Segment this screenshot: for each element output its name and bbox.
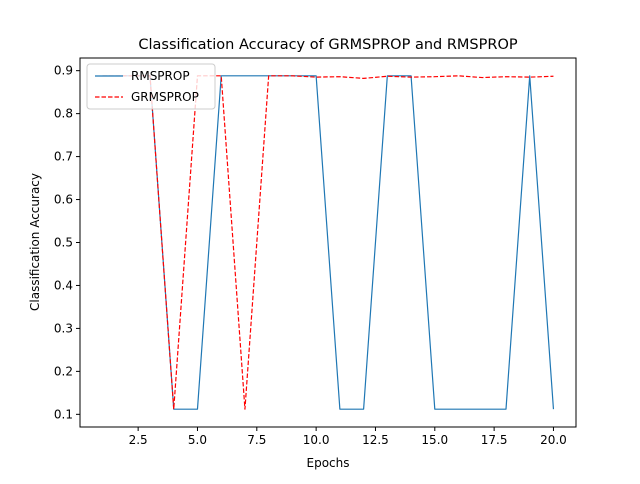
chart-title: Classification Accuracy of GRMSPROP and … [138,37,517,53]
x-tick-label: 15.0 [421,433,448,447]
x-tick-label: 12.5 [362,433,389,447]
y-tick-label: 0.1 [54,407,73,421]
x-tick-label: 5.0 [188,433,207,447]
y-tick-label: 0.3 [54,321,73,335]
y-axis-label: Classification Accuracy [28,173,42,311]
legend-label-grmsprop: GRMSPROP [131,90,199,104]
y-tick-label: 0.2 [54,364,73,378]
y-tick-label: 0.5 [54,236,73,250]
series-line-rmsprop [102,75,555,410]
legend-box [86,63,216,110]
x-tick-label: 20.0 [540,433,567,447]
x-tick-label: 10.0 [303,433,330,447]
x-tick-label: 17.5 [481,433,508,447]
x-axis-label: Epochs [307,456,350,470]
y-tick-label: 0.9 [54,64,73,78]
y-tick-label: 0.7 [54,150,73,164]
y-tick-label: 0.8 [54,107,73,121]
series-line-grmsprop [102,75,554,410]
x-tick-label: 7.5 [247,433,266,447]
x-tick-label: 2.5 [129,433,148,447]
y-tick-label: 0.6 [54,193,73,207]
y-tick-label: 0.4 [54,278,73,292]
legend-label-rmsprop: RMSPROP [131,69,190,83]
plot-area: 2.5 5.0 7.5 10.0 12.5 15.0 17.5 20.0 0.1 0.2 0.3 0.… [54,57,577,447]
